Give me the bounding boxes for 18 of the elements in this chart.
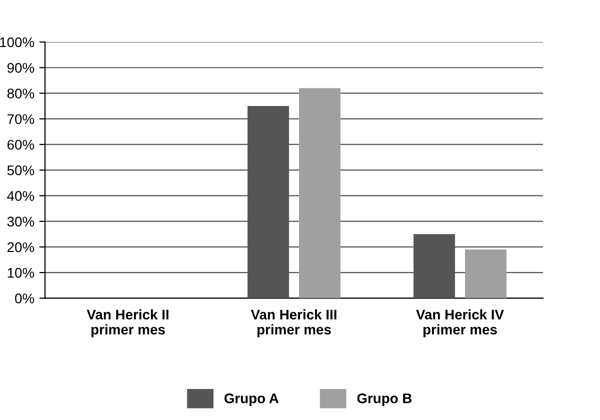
- bar: [298, 88, 340, 298]
- y-tick-label: 30%: [7, 216, 34, 227]
- y-tick-label: 70%: [8, 114, 34, 124]
- y-tick-label: 10%: [8, 268, 34, 278]
- legend-label: Grupo B: [357, 393, 412, 406]
- y-tick-label: 100%: [0, 37, 34, 48]
- y-tick-label: 60%: [7, 140, 34, 150]
- y-tick-label: 90%: [7, 62, 34, 73]
- y-tick-label: 0%: [15, 294, 34, 304]
- x-tick-label: Van Herick II primer mes: [86, 309, 168, 338]
- x-tick-label: Van Herick III primer mes: [250, 309, 336, 338]
- legend-label: Grupo A: [224, 393, 279, 406]
- x-tick-label: Van Herick IV primer mes: [416, 309, 504, 338]
- y-tick-label: 20%: [7, 242, 34, 252]
- y-tick-label: 50%: [7, 165, 34, 176]
- bar: [464, 250, 506, 298]
- y-tick-label: 80%: [7, 88, 34, 98]
- y-tick-label: 40%: [7, 191, 34, 201]
